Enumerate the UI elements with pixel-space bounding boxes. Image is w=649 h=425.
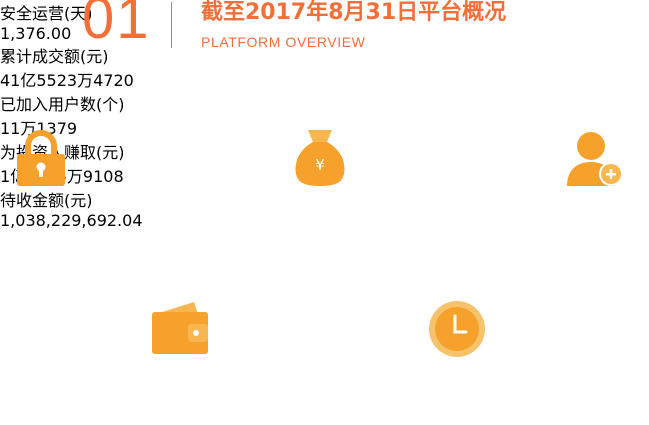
stat-safe-days: 安全运营(天) 1,376.00: [0, 0, 649, 186]
wallet-icon: [152, 302, 208, 354]
add-user-icon: [567, 132, 623, 186]
header-divider: [171, 2, 172, 48]
stat-total-volume: ¥ 累计成交额(元) 41亿5523万4720: [0, 43, 649, 186]
stat-label: 安全运营(天): [0, 4, 93, 23]
page-subtitle: PLATFORM OVERVIEW: [201, 34, 366, 50]
stat-value: 41亿5523万4720: [0, 71, 134, 90]
stat-value: 11万1379: [0, 119, 78, 138]
stat-pending-collection: 待收金额(元) 1,038,229,692.04: [0, 187, 649, 357]
stat-value: 1,038,229,692.04: [0, 211, 143, 230]
stat-value: 1,376.00: [0, 24, 72, 43]
clock-icon: [429, 301, 485, 357]
svg-text:¥: ¥: [315, 156, 325, 174]
header-number: 01: [82, 0, 151, 51]
money-bag-icon: ¥: [295, 130, 345, 186]
lock-icon: [17, 130, 65, 186]
page-title: 截至2017年8月31日平台概况: [201, 0, 507, 25]
stat-label: 待收金额(元): [0, 191, 93, 210]
stat-registered-users: 已加入用户数(个) 11万1379: [0, 91, 649, 186]
stat-label: 累计成交额(元): [0, 47, 109, 66]
stat-label: 已加入用户数(个): [0, 95, 125, 114]
